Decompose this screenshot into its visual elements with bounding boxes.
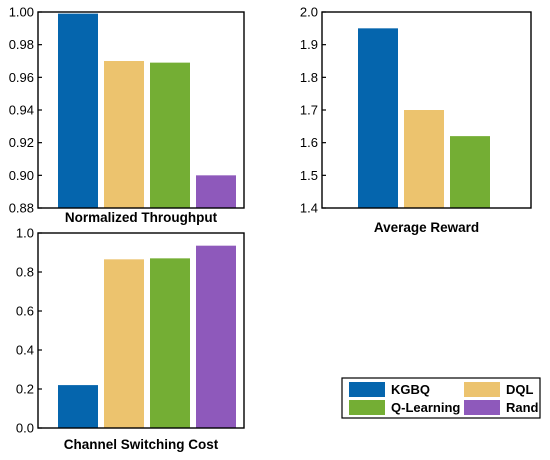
y-tick-label: 0.92 xyxy=(9,135,34,150)
y-tick-label: 0.94 xyxy=(9,103,34,118)
y-tick-label: 0.2 xyxy=(16,382,34,397)
y-tick-label: 2.0 xyxy=(300,5,318,20)
y-tick-label: 0.0 xyxy=(16,421,34,436)
y-tick-label: 1.9 xyxy=(300,37,318,52)
legend-swatch-rand xyxy=(464,400,500,415)
bar-switching-cost-rand xyxy=(196,245,236,428)
y-tick-label: 0.98 xyxy=(9,37,34,52)
bar-switching-cost-q-learning xyxy=(150,258,190,428)
y-tick-label: 1.8 xyxy=(300,70,318,85)
y-tick-label: 1.6 xyxy=(300,135,318,150)
chart-reward: 1.4 1.5 1.6 1.7 1.8 1.9 2.0 Average Reward xyxy=(300,5,532,235)
y-tick-label: 1.0 xyxy=(16,226,34,241)
y-tick-label: 1.4 xyxy=(300,201,318,216)
charts-group: 0.88 0.90 0.92 0.94 0.96 0.98 1.00 Normalized T… xyxy=(9,5,532,452)
legend-label-kgbq: KGBQ xyxy=(391,382,430,397)
legend-label-rand: Rand xyxy=(506,400,539,415)
chart-throughput: 0.88 0.90 0.92 0.94 0.96 0.98 1.00 Normalized T… xyxy=(9,5,245,225)
legend-label-dql: DQL xyxy=(506,382,534,397)
legend: KGBQ DQL Q-Learning Rand xyxy=(341,377,541,419)
bar-reward-dql xyxy=(404,110,444,208)
legend-swatch-q-learning xyxy=(349,400,385,415)
chart-switching-cost: 0.0 0.2 0.4 0.6 0.8 1.0 Channel Switching Cost xyxy=(16,226,245,452)
chart-title-reward: Average Reward xyxy=(374,220,479,235)
y-tick-label: 1.7 xyxy=(300,103,318,118)
bar-switching-cost-dql xyxy=(104,259,144,428)
y-tick-label: 0.90 xyxy=(9,168,34,183)
y-tick-label: 0.4 xyxy=(16,343,34,358)
y-tick-label: 1.5 xyxy=(300,168,318,183)
legend-label-q-learning: Q-Learning xyxy=(391,400,460,415)
y-tick-label: 0.8 xyxy=(16,265,34,280)
bar-throughput-q-learning xyxy=(150,62,190,209)
chart-title-throughput: Normalized Throughput xyxy=(65,210,218,225)
y-tick-label: 0.6 xyxy=(16,304,34,319)
bar-throughput-rand xyxy=(196,175,236,208)
bar-switching-cost-kgbq xyxy=(58,385,98,428)
chart-title-switching-cost: Channel Switching Cost xyxy=(64,437,219,452)
bar-throughput-kgbq xyxy=(58,13,98,209)
bar-reward-q-learning xyxy=(450,136,490,208)
y-tick-label: 0.96 xyxy=(9,70,34,85)
bar-reward-kgbq xyxy=(358,28,398,209)
bar-throughput-dql xyxy=(104,61,144,208)
legend-swatch-kgbq xyxy=(349,382,385,397)
plot-frame-switching-cost xyxy=(37,232,245,429)
y-tick-label: 0.88 xyxy=(9,201,34,216)
y-tick-label: 1.00 xyxy=(9,5,34,20)
legend-swatch-dql xyxy=(464,382,500,397)
